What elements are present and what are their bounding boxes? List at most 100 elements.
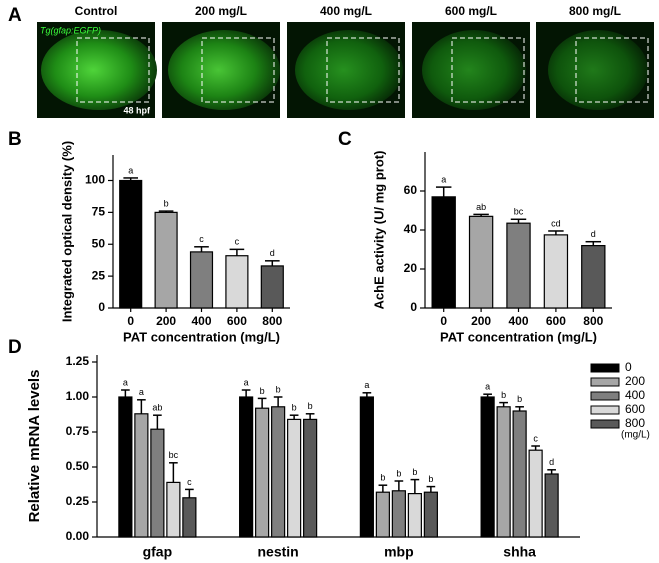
error-bar: [435, 186, 452, 197]
y-tick-label: 0: [98, 300, 105, 314]
image-label: Tg(gfap:EGFP): [40, 25, 101, 35]
image-brain: [168, 30, 280, 110]
significance-letter: cd: [551, 218, 561, 228]
significance-letter: ab: [152, 403, 162, 413]
x-tick-label: 0: [440, 314, 447, 328]
legend-label: 400: [625, 388, 645, 402]
bar: [118, 396, 133, 538]
significance-letter: b: [380, 473, 385, 483]
significance-letter: a: [485, 382, 490, 392]
significance-letter: a: [244, 377, 249, 387]
significance-letter: a: [123, 377, 128, 387]
bar: [189, 251, 214, 309]
roi-box: [451, 37, 525, 103]
y-tick-label: 0: [410, 300, 417, 314]
roi-box: [326, 37, 400, 103]
legend-swatch: [590, 363, 620, 373]
y-tick-label: 40: [404, 222, 418, 236]
error-bar: [305, 413, 315, 420]
image-brain: [422, 30, 526, 110]
bar: [239, 396, 254, 538]
significance-letter: bc: [169, 450, 179, 460]
x-tick-label: 0: [127, 314, 134, 328]
roi-box: [575, 37, 649, 103]
legend-swatch: [590, 405, 620, 415]
image-brain: [295, 30, 403, 110]
roi-box: [76, 37, 150, 103]
significance-letter: d: [549, 457, 554, 467]
error-bar: [394, 480, 404, 491]
error-bar: [185, 488, 194, 498]
image-brain: [41, 30, 157, 110]
legend-label: 0: [625, 360, 632, 374]
significance-letter: ab: [476, 202, 486, 212]
y-tick-label: 75: [92, 205, 106, 219]
bar: [528, 449, 543, 538]
image-title: 400 mg/L: [320, 4, 372, 18]
x-axis-label: PAT concentration (mg/L): [123, 329, 280, 344]
significance-letter: d: [591, 229, 596, 239]
significance-letter: a: [364, 380, 369, 390]
legend-swatch: [590, 419, 620, 429]
bar: [581, 245, 606, 309]
x-tick-label: 800: [262, 314, 282, 328]
x-axis-label: PAT concentration (mg/L): [440, 329, 597, 344]
x-tick-label: 600: [546, 314, 566, 328]
bar: [225, 255, 249, 309]
bar: [468, 215, 494, 309]
significance-letter: c: [533, 433, 538, 443]
significance-letter: b: [517, 394, 522, 404]
legend-swatch: [590, 377, 620, 387]
error-bar: [473, 213, 489, 217]
y-tick-label: 100: [85, 173, 105, 187]
x-tick-label: mbp: [384, 544, 414, 560]
error-bar: [378, 484, 388, 493]
error-bar: [585, 240, 602, 246]
significance-letter: b: [396, 468, 401, 478]
bar: [375, 491, 390, 538]
error-bar: [362, 392, 372, 397]
image-title: 800 mg/L: [569, 4, 621, 18]
error-bar: [137, 399, 146, 414]
y-tick-label: 25: [92, 268, 106, 282]
bar: [407, 493, 422, 538]
legend-label: 600: [625, 402, 645, 416]
error-bar: [515, 406, 524, 411]
y-tick-label: 1.25: [66, 354, 90, 368]
bar: [166, 481, 181, 538]
significance-letter: a: [139, 387, 144, 397]
error-bar: [169, 462, 178, 483]
significance-letter: bc: [514, 207, 524, 217]
error-bar: [123, 177, 139, 181]
x-tick-label: 800: [583, 314, 603, 328]
error-bar: [531, 445, 540, 451]
panel-letter: B: [8, 129, 22, 150]
bar: [431, 196, 456, 309]
bar: [134, 413, 149, 538]
significance-letter: a: [128, 165, 133, 175]
error-bar: [264, 260, 280, 266]
bar: [287, 418, 302, 538]
x-tick-label: 600: [227, 314, 247, 328]
bar: [260, 265, 284, 309]
significance-letter: c: [235, 237, 240, 247]
bar: [506, 222, 531, 309]
legend-label: 200: [625, 374, 645, 388]
bar: [359, 396, 374, 538]
panel-letter: D: [8, 337, 22, 358]
image-title: Control: [75, 4, 118, 18]
bar: [150, 428, 165, 538]
error-bar: [547, 469, 556, 474]
significance-letter: b: [276, 384, 281, 394]
bar: [303, 418, 318, 538]
significance-letter: a: [441, 174, 446, 184]
bar: [154, 211, 178, 309]
y-tick-label: 20: [404, 261, 418, 275]
bar: [544, 473, 559, 538]
significance-letter: b: [260, 386, 265, 396]
x-tick-label: 400: [508, 314, 528, 328]
x-tick-label: 200: [156, 314, 176, 328]
legend-note: (mg/L): [621, 430, 650, 441]
significance-letter: c: [187, 477, 192, 487]
